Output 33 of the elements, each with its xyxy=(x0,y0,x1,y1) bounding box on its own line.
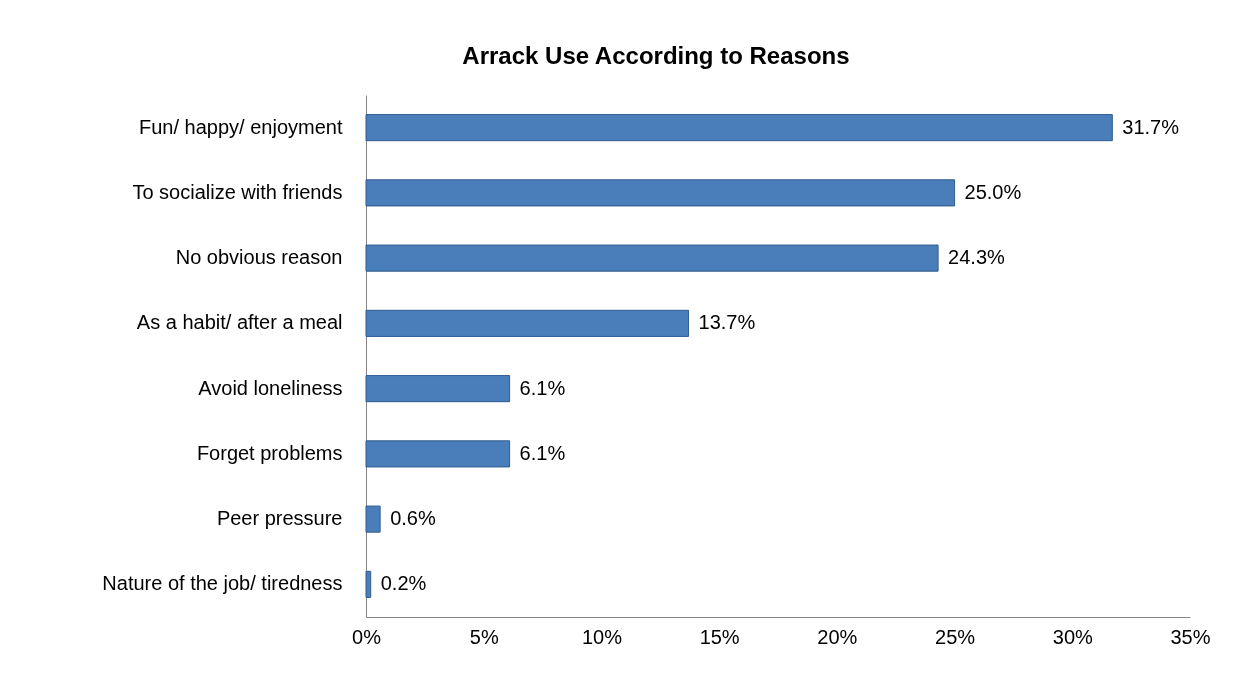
x-tick-label: 5% xyxy=(469,625,499,648)
y-tick-label: Avoid loneliness xyxy=(198,376,343,399)
x-tick-label: 10% xyxy=(581,625,623,648)
x-tick-label: 35% xyxy=(1170,625,1211,648)
data-label: 13.7% xyxy=(698,311,756,334)
chart-title: Arrack Use According to Reasons xyxy=(462,42,850,69)
bar xyxy=(365,309,690,337)
data-label: 24.3% xyxy=(948,246,1006,269)
data-label: 0.6% xyxy=(390,507,436,530)
data-label: 31.7% xyxy=(1122,115,1180,138)
y-tick-label: To socialize with friends xyxy=(132,180,343,203)
y-tick-label: Fun/ happy/ enjoyment xyxy=(139,115,343,138)
bar xyxy=(365,244,939,272)
y-tick-label: Forget problems xyxy=(196,441,343,464)
bar xyxy=(365,179,956,207)
data-label: 25.0% xyxy=(964,180,1022,203)
x-tick-label: 15% xyxy=(699,625,740,648)
y-tick-label: As a habit/ after a meal xyxy=(136,311,343,334)
data-label: 6.1% xyxy=(519,441,566,464)
y-tick-label: Nature of the job/ tiredness xyxy=(102,572,343,595)
x-tick-label: 20% xyxy=(817,625,858,648)
data-label: 0.2% xyxy=(380,572,427,595)
data-label: 6.1% xyxy=(519,376,566,399)
bar xyxy=(365,440,511,468)
bar xyxy=(365,505,381,533)
x-tick-label: 0% xyxy=(352,625,382,648)
bar xyxy=(365,375,511,403)
bar xyxy=(365,570,372,598)
x-tick-label: 25% xyxy=(935,625,976,648)
y-tick-label: No obvious reason xyxy=(175,246,343,269)
x-tick-label: 30% xyxy=(1052,625,1094,648)
bar xyxy=(365,114,1113,142)
y-tick-label: Peer pressure xyxy=(216,507,343,530)
